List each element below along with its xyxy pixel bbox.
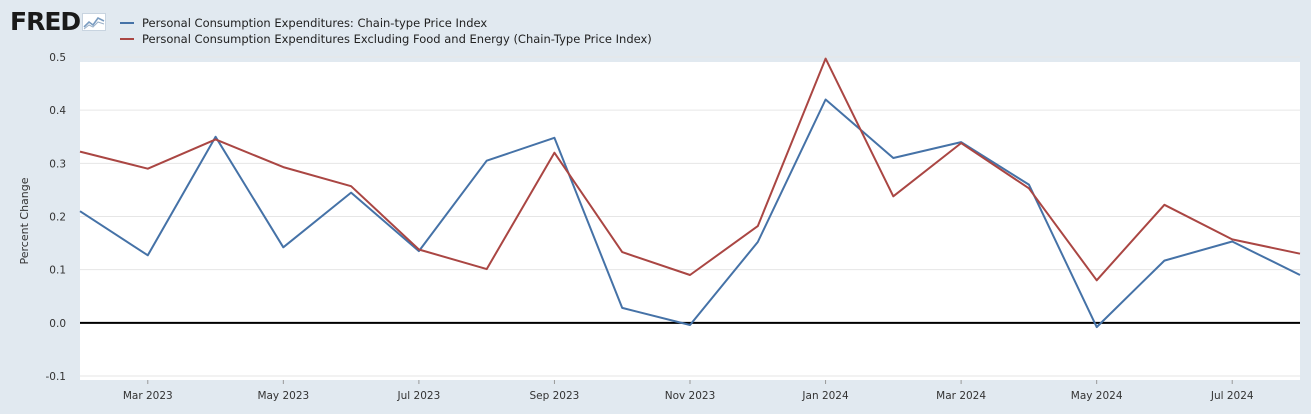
data-point[interactable] — [484, 158, 490, 164]
x-tick-label: Jan 2024 — [801, 390, 849, 402]
fred-logo-text: FRED — [10, 7, 81, 36]
data-point[interactable] — [687, 272, 693, 278]
data-point[interactable] — [619, 305, 625, 311]
legend-item-pce[interactable]: Personal Consumption Expenditures: Chain… — [120, 15, 652, 31]
data-point[interactable] — [145, 166, 151, 172]
x-axis-ticks: Mar 2023 May 2023 Jul 2023 Sep 2023 Nov 2023… — [123, 380, 1254, 402]
data-point[interactable] — [1161, 202, 1167, 208]
data-point[interactable] — [1094, 277, 1100, 283]
data-point[interactable] — [280, 164, 286, 170]
data-point[interactable] — [348, 183, 354, 189]
data-point[interactable] — [551, 135, 557, 141]
data-point[interactable] — [77, 149, 83, 155]
legend-label-pce: Personal Consumption Expenditures: Chain… — [142, 16, 488, 30]
x-tick-label: Nov 2023 — [665, 390, 716, 402]
x-tick-label: Mar 2023 — [123, 390, 173, 402]
x-tick-label: May 2024 — [1071, 390, 1123, 402]
data-point[interactable] — [484, 266, 490, 272]
data-point[interactable] — [1094, 324, 1100, 330]
data-point[interactable] — [1229, 236, 1235, 242]
data-point[interactable] — [551, 150, 557, 156]
y-tick-label: 0.5 — [49, 52, 66, 64]
y-tick-label: 0.4 — [49, 105, 66, 117]
data-point[interactable] — [1026, 185, 1032, 191]
data-point[interactable] — [619, 249, 625, 255]
data-point[interactable] — [77, 208, 83, 214]
fred-logo[interactable]: FRED — [10, 7, 107, 36]
x-tick-label: Sep 2023 — [530, 390, 580, 402]
chart-legend: Personal Consumption Expenditures: Chain… — [120, 15, 652, 47]
data-point[interactable] — [1297, 272, 1303, 278]
data-point[interactable] — [145, 252, 151, 258]
x-tick-label: Jul 2023 — [397, 390, 441, 402]
y-tick-label: 0.2 — [49, 212, 66, 224]
data-point[interactable] — [687, 322, 693, 328]
data-point[interactable] — [890, 155, 896, 161]
data-point[interactable] — [755, 223, 761, 229]
legend-item-core-pce[interactable]: Personal Consumption Expenditures Exclud… — [120, 31, 652, 47]
y-axis-ticks: -0.1 0.0 0.1 0.2 0.3 0.4 0.5 — [46, 52, 67, 383]
data-point[interactable] — [280, 244, 286, 250]
y-tick-label: -0.1 — [46, 371, 67, 383]
x-tick-label: Mar 2024 — [936, 390, 986, 402]
legend-label-core-pce: Personal Consumption Expenditures Exclud… — [142, 32, 652, 46]
y-axis-label: Percent Change — [18, 177, 31, 264]
y-tick-label: 0.0 — [49, 318, 66, 330]
series-layer — [77, 56, 1303, 330]
y-tick-label: 0.1 — [49, 265, 66, 277]
series-line-pce[interactable] — [79, 98, 1301, 329]
legend-swatch-pce — [120, 22, 134, 24]
data-point[interactable] — [823, 97, 829, 103]
series-line-core-pce[interactable] — [79, 57, 1301, 282]
data-point[interactable] — [1161, 258, 1167, 264]
data-point[interactable] — [890, 193, 896, 199]
chart-trend-icon — [82, 13, 107, 31]
data-point[interactable] — [213, 136, 219, 142]
grid-lines — [80, 56, 1300, 377]
x-tick-label: May 2023 — [257, 390, 309, 402]
x-tick-label: Jul 2024 — [1210, 390, 1254, 402]
data-point[interactable] — [416, 246, 422, 252]
data-point[interactable] — [348, 190, 354, 196]
legend-swatch-core-pce — [120, 38, 134, 40]
data-point[interactable] — [958, 140, 964, 146]
data-point[interactable] — [1297, 251, 1303, 257]
data-point[interactable] — [823, 56, 829, 62]
y-tick-label: 0.3 — [49, 158, 66, 170]
data-point[interactable] — [755, 239, 761, 245]
